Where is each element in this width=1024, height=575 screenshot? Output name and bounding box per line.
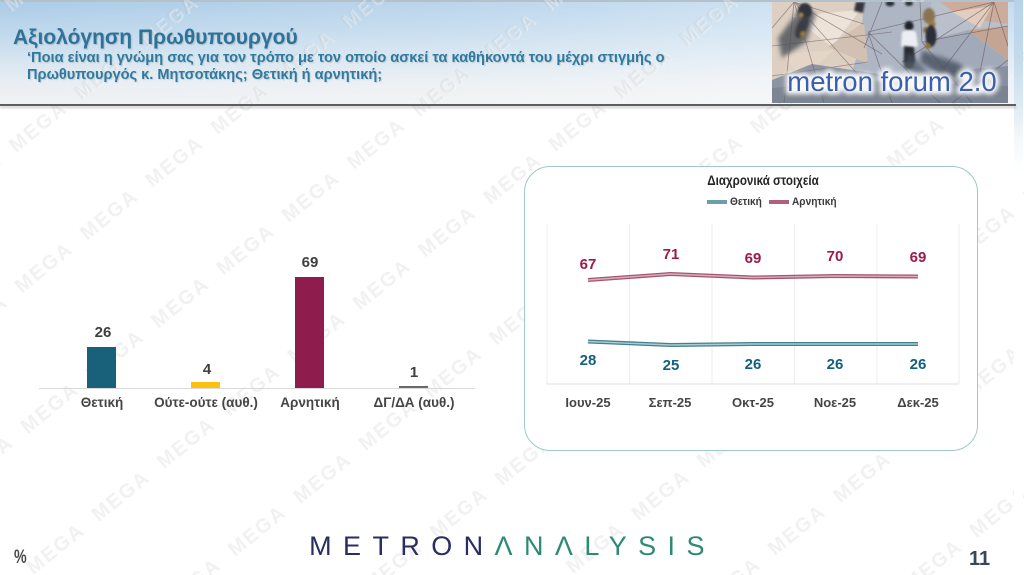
svg-text:metron forum 2.0: metron forum 2.0	[787, 66, 996, 97]
svg-text:metron forum 2.0: metron forum 2.0	[787, 66, 996, 97]
